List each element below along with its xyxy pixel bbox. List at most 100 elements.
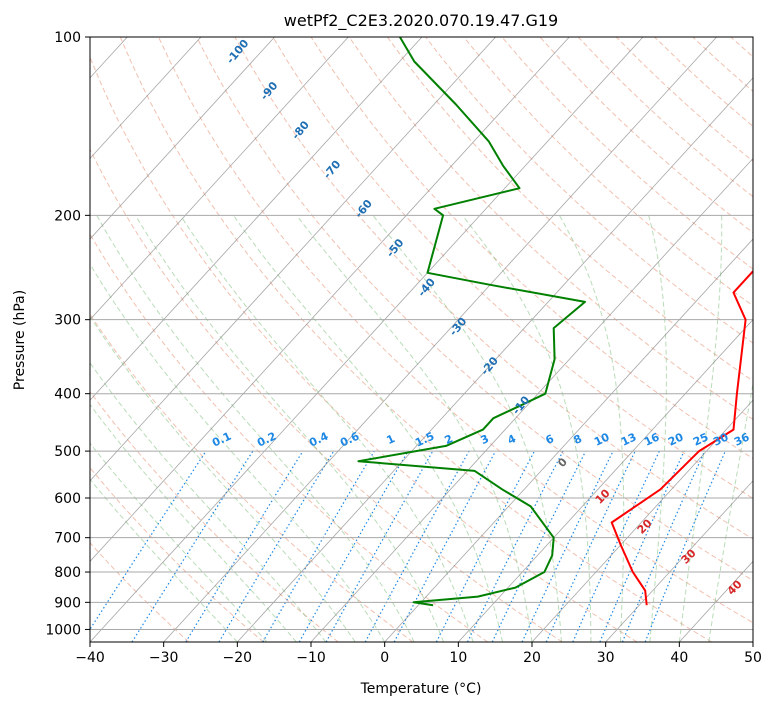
dry-adiabat xyxy=(272,37,753,500)
dry-adiabat xyxy=(654,37,753,127)
mixing-ratio-line xyxy=(466,450,564,642)
dry-adiabat xyxy=(119,37,712,642)
dry-adiabat xyxy=(577,37,753,198)
axes: −40 −30 −20 −10 0 10 20 30 40 5010020030040050060… xyxy=(45,30,762,666)
y-tick-label: 300 xyxy=(54,313,81,329)
plot-frame xyxy=(89,36,754,643)
dry-adiabat-label: -60 xyxy=(352,197,375,221)
dry-adiabat-label: -80 xyxy=(289,118,312,142)
moist-adiabat xyxy=(90,478,238,642)
dry-adiabat xyxy=(90,148,563,642)
dry-adiabat xyxy=(310,37,753,460)
mixing-ratio-label: 3 xyxy=(479,432,491,447)
moist-adiabat xyxy=(296,215,533,642)
y-tick-label: 800 xyxy=(54,565,81,581)
dry-adiabat xyxy=(196,37,753,582)
moist-adiabat-label: 40 xyxy=(725,577,745,597)
mixing-ratio-label: 0.2 xyxy=(255,430,278,450)
x-tick-label: 30 xyxy=(597,650,615,666)
dry-adiabat xyxy=(769,37,775,642)
isotherm xyxy=(237,77,753,642)
dry-adiabat xyxy=(386,37,753,382)
x-tick-label: −20 xyxy=(223,650,253,666)
moist-adiabat-label: 30 xyxy=(679,546,699,566)
mixing-ratio-label: 4 xyxy=(506,432,519,447)
x-tick-label: 40 xyxy=(670,650,688,666)
mixing-ratio-label: 25 xyxy=(691,430,710,448)
x-axis-label: Temperature (°C) xyxy=(360,681,482,697)
isotherm xyxy=(752,641,753,642)
dry-adiabat xyxy=(425,37,753,344)
moist-adiabat xyxy=(90,442,268,642)
isotherm xyxy=(90,37,423,401)
dry-adiabat xyxy=(90,55,638,642)
x-tick-label: −10 xyxy=(296,650,326,666)
dry-adiabat xyxy=(158,37,753,624)
x-tick-label: 50 xyxy=(744,650,762,666)
mixing-ratio-line xyxy=(393,450,497,642)
line-labels: -100-90-80-70-60-50-40-30-20-10010203040… xyxy=(210,37,752,598)
mixing-ratio-line xyxy=(644,450,726,642)
mixing-ratio-line xyxy=(325,450,434,642)
moist-adiabat-label: 20 xyxy=(635,516,655,536)
y-tick-label: 1000 xyxy=(45,622,81,638)
y-axis-label: Pressure (hPa) xyxy=(12,290,28,390)
x-tick-label: 10 xyxy=(449,650,467,666)
dry-adiabat xyxy=(615,37,753,162)
x-tick-label: 20 xyxy=(523,650,541,666)
mixing-ratio-line xyxy=(599,450,685,642)
y-tick-label: 700 xyxy=(54,531,81,547)
mixing-ratio-line xyxy=(131,450,254,642)
y-tick-label: 500 xyxy=(54,444,81,460)
mixing-ratio-label: 0.4 xyxy=(307,429,330,449)
mixing-ratio-label: 8 xyxy=(572,432,584,447)
dry-adiabat xyxy=(90,390,339,642)
isotherm xyxy=(90,37,496,482)
dry-adiabat xyxy=(501,37,753,270)
dry-adiabat xyxy=(463,37,753,307)
isotherm xyxy=(90,37,644,642)
dry-adiabat xyxy=(90,542,190,642)
mixing-ratio-label: 13 xyxy=(619,430,638,448)
mixing-ratio-line xyxy=(621,450,706,642)
moist-adiabat xyxy=(678,215,723,642)
isotherm xyxy=(163,37,717,642)
dry-adiabat-label: -40 xyxy=(415,275,438,299)
isotherm xyxy=(531,399,753,642)
dewpoint-profile xyxy=(357,37,586,607)
moist-adiabat xyxy=(90,403,297,642)
dry-adiabat xyxy=(90,313,414,642)
moist-adiabat xyxy=(179,215,474,642)
mixing-ratio-line xyxy=(364,450,470,642)
mixing-ratio-line xyxy=(572,450,660,642)
dry-adiabat xyxy=(90,466,264,642)
x-tick-label: 0 xyxy=(380,650,389,666)
mixing-ratio-label: 2 xyxy=(443,432,455,447)
dry-adiabat-label: -30 xyxy=(447,315,470,339)
mixing-ratio-label: 20 xyxy=(666,430,686,448)
isotherm xyxy=(90,37,349,321)
moist-adiabat xyxy=(462,214,592,642)
moist-adiabat xyxy=(708,381,753,642)
mixing-ratio-label: 36 xyxy=(732,430,752,448)
mixing-ratio-line xyxy=(185,450,304,642)
moist-adiabat xyxy=(90,361,327,642)
moist-adiabat xyxy=(558,215,625,642)
moist-adiabat xyxy=(90,315,356,642)
isotherm xyxy=(310,157,753,642)
y-tick-label: 100 xyxy=(54,30,81,46)
moist-adiabat xyxy=(90,263,386,642)
y-tick-label: 200 xyxy=(54,208,81,224)
x-tick-label: −40 xyxy=(75,650,105,666)
isotherm xyxy=(605,480,753,642)
mixing-ratio-label: 30 xyxy=(711,430,731,448)
mixing-ratio-label: 1 xyxy=(385,432,397,447)
moist-adiabat xyxy=(135,215,445,642)
dry-adiabat-label: -100 xyxy=(224,37,252,67)
mixing-ratio-line xyxy=(90,450,207,631)
moist-adiabat xyxy=(96,215,415,642)
moist-adiabat xyxy=(648,215,667,642)
dry-adiabat-label: -70 xyxy=(321,158,344,182)
dry-adiabat-label: -50 xyxy=(384,236,407,260)
temperature-profile xyxy=(610,269,753,606)
